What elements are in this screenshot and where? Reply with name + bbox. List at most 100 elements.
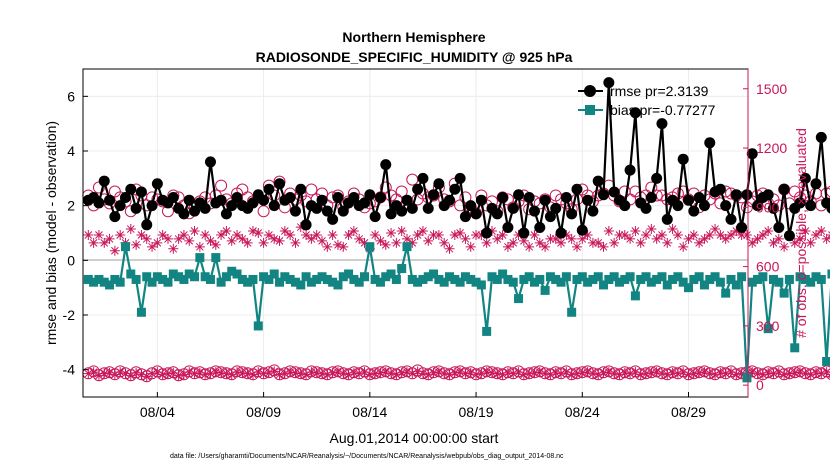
data-point-evaluated (109, 245, 120, 256)
data-point-evaluated (540, 368, 551, 379)
data-point-rmse (459, 211, 471, 223)
data-point-rmse (369, 211, 381, 223)
data-point-evaluated (561, 229, 572, 240)
data-point-evaluated (805, 369, 816, 380)
data-point-evaluated (715, 367, 726, 378)
data-point-evaluated (88, 367, 99, 378)
data-point-bias (567, 307, 577, 317)
data-point-bias (636, 274, 646, 284)
data-point-bias (599, 280, 609, 290)
data-point-bias (312, 274, 322, 284)
data-point-evaluated (141, 371, 152, 382)
data-point-evaluated (534, 237, 545, 248)
data-point-evaluated (757, 229, 768, 240)
data-point-possible (406, 173, 419, 186)
data-point-evaluated (609, 368, 620, 379)
data-point-evaluated (449, 367, 460, 378)
data-point-bias (652, 274, 662, 284)
data-point-evaluated (295, 222, 306, 233)
data-point-rmse (475, 194, 487, 206)
data-point-bias (678, 277, 688, 287)
data-point-bias (758, 272, 768, 282)
data-point-evaluated (226, 369, 237, 380)
data-point-evaluated (317, 235, 328, 246)
data-point-rmse (539, 194, 551, 206)
data-point-evaluated (359, 237, 370, 248)
data-point-bias (136, 307, 146, 317)
data-point-evaluated (471, 369, 482, 380)
data-point-rmse (220, 208, 232, 220)
data-point-evaluated (274, 235, 285, 246)
data-point-evaluated (232, 367, 243, 378)
data-point-evaluated (630, 226, 641, 237)
data-point-evaluated (667, 367, 678, 378)
data-point-evaluated (428, 367, 439, 378)
data-point-evaluated (455, 367, 466, 378)
data-point-rmse (619, 200, 631, 212)
data-point-rmse (810, 178, 822, 190)
data-point-evaluated (699, 367, 710, 378)
data-point-evaluated (667, 224, 678, 235)
data-point-bias (662, 280, 672, 290)
data-point-rmse (167, 191, 179, 203)
data-point-evaluated (688, 368, 699, 379)
data-point-evaluated (566, 233, 577, 244)
data-point-evaluated (232, 229, 243, 240)
data-point-evaluated (731, 369, 742, 380)
data-point-possible (305, 183, 318, 196)
data-point-bias (460, 272, 470, 282)
data-point-evaluated (386, 368, 397, 379)
data-point-rmse (396, 205, 408, 217)
data-point-evaluated (726, 367, 737, 378)
data-point-bias (779, 288, 789, 298)
chart-subtitle: RADIOSONDE_SPECIFIC_HUMIDITY @ 925 hPa (256, 49, 573, 65)
data-point-evaluated (486, 226, 497, 237)
data-point-bias (338, 272, 348, 282)
legend: rmse pr=2.3139 bias pr=-0.77277 (578, 83, 716, 118)
data-point-rmse (284, 191, 296, 203)
data-point-bias (328, 277, 338, 287)
data-point-bias (110, 274, 120, 284)
data-point-evaluated (731, 226, 742, 237)
data-point-evaluated (104, 367, 115, 378)
data-point-bias (673, 272, 683, 282)
data-point-evaluated (710, 224, 721, 235)
data-point-rmse (560, 191, 572, 203)
data-point-rmse (481, 227, 493, 239)
data-point-evaluated (120, 368, 131, 379)
data-point-evaluated (439, 237, 450, 248)
data-point-bias (737, 272, 747, 282)
data-point-evaluated (99, 237, 110, 248)
data-point-bias (646, 277, 656, 287)
y-axis-ticks: -4 -2 0 2 4 6 (63, 88, 88, 378)
data-point-rmse (231, 191, 243, 203)
data-point-rmse (135, 186, 147, 198)
x-tick-label: 08/24 (565, 404, 600, 420)
data-point-evaluated (221, 368, 232, 379)
data-point-evaluated (173, 370, 184, 381)
data-point-rmse (422, 202, 434, 214)
data-point-bias (205, 274, 215, 284)
data-point-bias (684, 283, 694, 293)
data-point-evaluated (587, 237, 598, 248)
data-point-bias (572, 274, 582, 284)
data-point-evaluated (662, 237, 673, 248)
data-point-bias (577, 272, 587, 282)
data-point-evaluated (327, 229, 338, 240)
x-axis-ticks: 08/04 08/09 08/14 08/19 08/24 08/29 (140, 392, 706, 420)
data-point-evaluated (285, 367, 296, 378)
data-point-evaluated (465, 367, 476, 378)
data-point-bias (370, 274, 380, 284)
data-point-bias (418, 274, 428, 284)
data-point-bias (561, 272, 571, 282)
y-right-tick-label: 600 (756, 259, 780, 275)
data-point-bias (694, 272, 704, 282)
data-point-bias (200, 272, 210, 282)
data-point-evaluated (641, 229, 652, 240)
data-point-evaluated (550, 233, 561, 244)
data-point-evaluated (391, 369, 402, 380)
data-point-evaluated (311, 367, 322, 378)
data-point-bias (306, 277, 316, 287)
data-point-rmse (433, 178, 445, 190)
data-point-evaluated (699, 233, 710, 244)
